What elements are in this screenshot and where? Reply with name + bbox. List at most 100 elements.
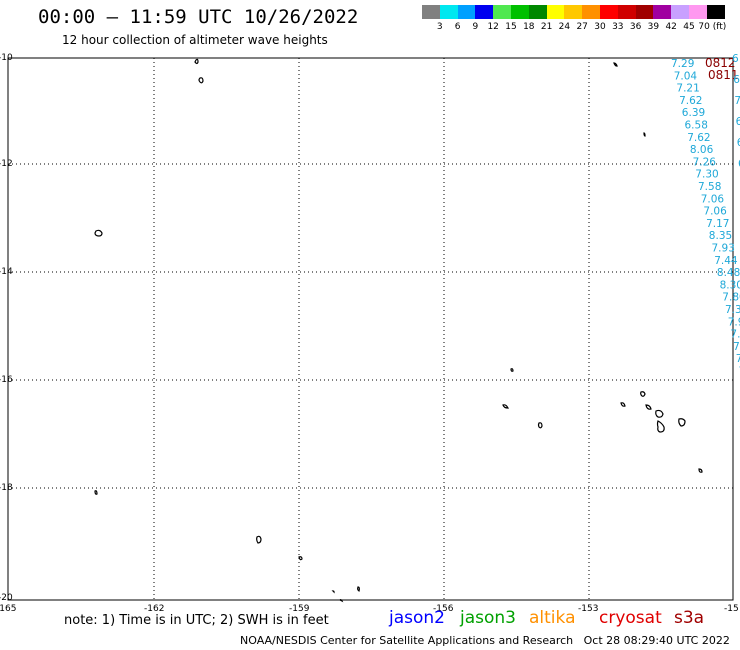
colorbar-label: 15 (505, 22, 517, 32)
swh-value: 7.3 (725, 304, 740, 316)
island (656, 420, 665, 433)
colorbar-swatch (635, 5, 654, 19)
colorbar-label: 27 (576, 22, 588, 32)
swh-value: 7.29 (671, 58, 694, 70)
swh-value: 7 (734, 95, 740, 107)
swh-value: 7.62 (687, 132, 710, 144)
colorbar-label: 24 (558, 22, 571, 32)
map-frame (7, 57, 734, 601)
colorbar-label: 45 (683, 22, 695, 32)
swh-value: 6.58 (685, 120, 708, 132)
sat-s3a-label: s3a (674, 608, 705, 628)
swh-value: 7.06 (701, 193, 725, 205)
island (331, 590, 335, 594)
swh-value: 8.35 (709, 230, 732, 242)
colorbar-label: 3 (436, 22, 443, 32)
swh-value: 7.9 (728, 316, 740, 328)
colorbar-label: 33 (612, 22, 624, 32)
colorbar-label: 21 (540, 22, 553, 32)
colorbar-swatch (510, 5, 529, 19)
swh-value: 7. (730, 329, 740, 341)
island (620, 402, 626, 407)
swh-track: 7.297.047.217.626.396.587.628.067.267.30… (671, 58, 740, 378)
swh-value: 6 (738, 158, 740, 170)
swh-value: 7 (739, 366, 740, 378)
swh-value: 7. (733, 341, 740, 353)
swh-value: 7.93 (712, 243, 735, 255)
colorbar-swatch (475, 5, 494, 19)
lat-label: -10 (0, 53, 13, 63)
island (510, 368, 514, 372)
lon-label: -15 (724, 604, 739, 614)
swh-value: 6 (733, 74, 740, 86)
colorbar-swatch (582, 5, 600, 19)
swh-value: 7.21 (676, 83, 699, 95)
colorbar-swatch (599, 5, 618, 19)
island (194, 58, 199, 65)
island (357, 586, 360, 592)
swh-value: 6 (737, 137, 740, 149)
colorbar-swatch (422, 5, 440, 19)
colorbar-label: 42 (665, 22, 677, 32)
colorbar-label: 6 (454, 22, 461, 32)
colorbar-swatch (671, 5, 689, 19)
track-time-label: 0812 (705, 56, 736, 70)
colorbar-swatch (528, 5, 547, 19)
island (698, 468, 703, 473)
island (640, 391, 646, 397)
swh-value: 7. (736, 353, 740, 365)
colorbar-label: 39 (647, 22, 660, 32)
island (94, 490, 98, 495)
lat-label: -20 (0, 593, 13, 603)
colorbar-labels: 3 6 9 12 15 18 21 24 27 30 33 36 39 42 45 70 (ft) (422, 22, 740, 34)
sat-cryosat-label: cryosat (599, 608, 662, 628)
footer-timestamp: Oct 28 08:29:40 UTC 2022 (583, 634, 730, 647)
colorbar-label: 12 (487, 22, 499, 32)
island (256, 535, 262, 544)
swh-value: 7.80 (722, 292, 740, 304)
colorbar-swatch (546, 5, 565, 19)
colorbar-swatch (457, 5, 476, 19)
island (678, 418, 686, 427)
swh-value: 6 (736, 116, 740, 128)
sat-jason3-label: jason3 (460, 608, 516, 628)
legend-note: note: 1) Time is in UTC; 2) SWH is in fe… (64, 613, 329, 628)
swh-value: 8.30 (720, 279, 740, 291)
footer-credit: NOAA/NESDIS Center for Satellite Applica… (240, 634, 730, 647)
colorbar-swatch (564, 5, 583, 19)
colorbar-label: 30 (594, 22, 606, 32)
islands (94, 58, 703, 603)
island (613, 62, 618, 67)
island (502, 404, 509, 409)
colorbar-label: 36 (629, 22, 642, 32)
swh-value: 7.17 (706, 218, 729, 230)
colorbar-swatch (439, 5, 458, 19)
swh-value: 8.06 (690, 144, 714, 156)
swh-value: 7.58 (698, 181, 721, 193)
swh-value: 7.62 (679, 95, 702, 107)
swh-value: 7.06 (703, 206, 727, 218)
track-time-label: 0811 (708, 68, 739, 82)
swh-value: 7.30 (695, 169, 718, 181)
island (298, 556, 303, 561)
island (537, 422, 543, 429)
colorbar-swatch (617, 5, 636, 19)
swh-value: 7.04 (674, 70, 698, 82)
map-subtitle: 12 hour collection of altimeter wave hei… (62, 33, 328, 47)
colorbar-swatch (653, 5, 672, 19)
lon-label: -159 (289, 604, 310, 614)
island (645, 404, 652, 410)
colorbar-label: 18 (523, 22, 535, 32)
lat-label: -14 (0, 267, 13, 277)
graticule (8, 58, 733, 600)
footer-org: NOAA/NESDIS Center for Satellite Applica… (240, 634, 574, 647)
island (198, 77, 204, 84)
swh-value: 7.44 (714, 255, 738, 267)
lon-label: -153 (578, 604, 598, 614)
colorbar-swatch (706, 5, 725, 19)
colorbar-swatch (688, 5, 707, 19)
island (643, 132, 646, 137)
lon-label: -156 (433, 604, 454, 614)
lon-label: -162 (144, 604, 164, 614)
